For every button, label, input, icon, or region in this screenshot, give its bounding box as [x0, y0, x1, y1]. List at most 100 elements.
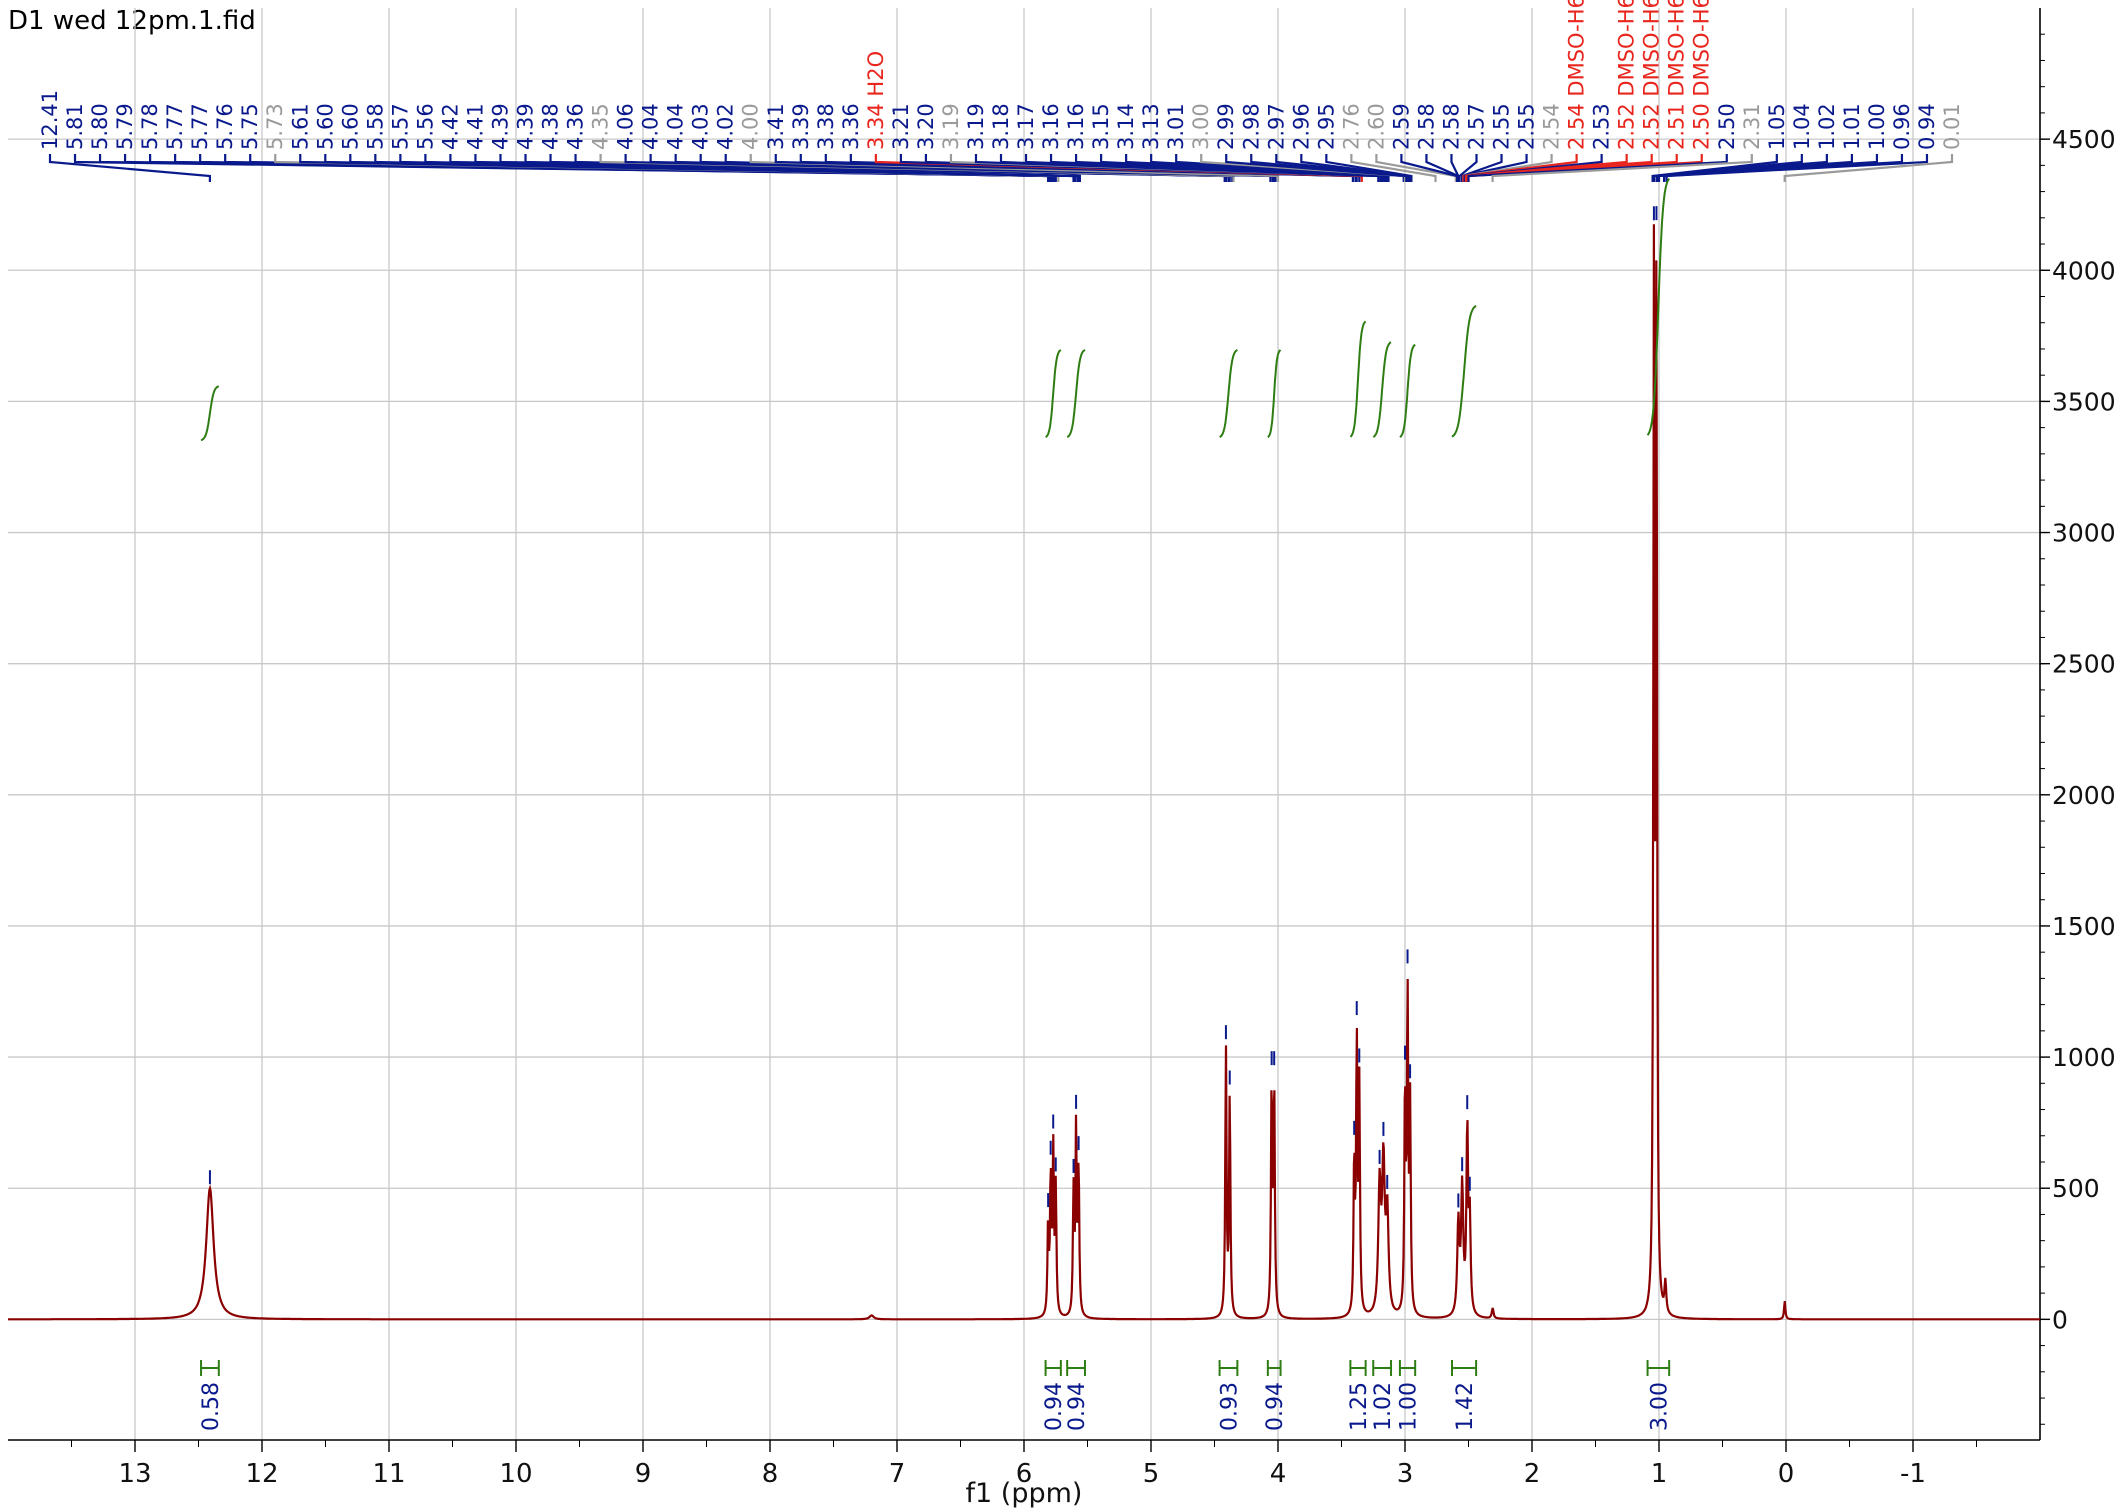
- integral-curve: [1646, 178, 1670, 436]
- peak-label: 2.31: [1740, 103, 1764, 150]
- integral-curve: [1219, 349, 1238, 438]
- peak-label: 5.78: [138, 103, 162, 150]
- peak-label: 4.36: [564, 103, 588, 150]
- peak-connector: [1491, 154, 1753, 182]
- peak-label: 2.53: [1590, 103, 1614, 150]
- peak-label: 2.50: [1715, 103, 1739, 150]
- integral-value: 1.02: [1371, 1382, 1396, 1431]
- x-tick-label: -1: [1900, 1459, 1926, 1489]
- peak-label: 1.02: [1815, 103, 1839, 150]
- y-tick-label: 4500: [2052, 125, 2116, 154]
- peak-connector: [1462, 154, 1578, 182]
- peak-label: 2.52 DMSO-H6: [1640, 0, 1664, 150]
- peak-label: 3.38: [814, 103, 838, 150]
- peak-label: 3.14: [1114, 103, 1138, 150]
- peak-label: 2.55: [1490, 103, 1514, 150]
- peak-label: 3.01: [1164, 103, 1188, 150]
- peak-label: 4.03: [689, 103, 713, 150]
- peak-label: 3.34 H2O: [864, 51, 888, 150]
- peak-label: 3.15: [1089, 103, 1113, 150]
- peak-label: 4.39: [514, 103, 538, 150]
- peak-label: 3.36: [839, 103, 863, 150]
- peak-label: 4.02: [714, 103, 738, 150]
- peak-label: 2.58: [1439, 103, 1463, 150]
- peak-connector: [1375, 154, 1457, 182]
- y-tick-label: 4000: [2052, 256, 2116, 285]
- peak-label: 4.04: [664, 103, 688, 150]
- peak-label: 12.41: [38, 90, 62, 150]
- integral-value: 1.00: [1397, 1382, 1422, 1431]
- x-axis-title: f1 (ppm): [966, 1478, 1083, 1509]
- peak-label: 5.80: [88, 103, 112, 150]
- peak-connector: [1652, 154, 1803, 182]
- peak-label: 3.21: [889, 103, 913, 150]
- integral-value: 3.00: [1647, 1382, 1672, 1431]
- integral-value: 0.94: [1263, 1382, 1288, 1431]
- integral-curve: [1267, 349, 1282, 438]
- peak-label: 5.60: [313, 103, 337, 150]
- peak-connector: [1275, 154, 1410, 182]
- peak-label: 5.58: [363, 103, 387, 150]
- x-tick-label: 9: [635, 1459, 652, 1489]
- peak-label: 2.58: [1414, 103, 1438, 150]
- peak-label: 3.20: [914, 103, 938, 150]
- peak-connector: [1150, 154, 1390, 182]
- peak-label: 2.54 DMSO-H6: [1565, 0, 1589, 150]
- y-tick-label: 1000: [2052, 1043, 2116, 1072]
- peak-label: 2.52 DMSO-H6: [1615, 0, 1639, 150]
- peak-label: 1.05: [1765, 103, 1789, 150]
- integral-curve: [1045, 349, 1062, 438]
- peak-label: 4.00: [739, 103, 763, 150]
- y-tick-label: 1500: [2052, 912, 2116, 941]
- peak-label: 3.39: [789, 103, 813, 150]
- peak-label: 2.54: [1540, 103, 1564, 150]
- peak-label: 1.00: [1865, 103, 1889, 150]
- peak-label: 1.04: [1790, 103, 1814, 150]
- peak-label: 5.77: [188, 103, 212, 150]
- peak-connector: [1461, 154, 1528, 182]
- peak-connector: [1400, 154, 1459, 182]
- x-tick-label: 12: [245, 1459, 278, 1489]
- peak-label: 2.60: [1364, 103, 1388, 150]
- peak-connector: [1300, 154, 1412, 182]
- x-tick-label: 2: [1524, 1459, 1541, 1489]
- peak-connector: [1450, 154, 1460, 182]
- peak-label: 3.19: [964, 103, 988, 150]
- peak-label: 4.39: [488, 103, 512, 150]
- peak-label: 3.16: [1039, 103, 1063, 150]
- peak-connector: [48, 154, 211, 182]
- peak-label: 3.17: [1014, 103, 1038, 150]
- spectrum-trace: [8, 224, 2040, 1321]
- peak-label: 2.95: [1314, 103, 1338, 150]
- peak-connector: [1458, 154, 1478, 182]
- peak-label: 3.13: [1139, 103, 1163, 150]
- peak-connector: [1663, 154, 1904, 182]
- integral-curve: [1372, 341, 1392, 438]
- peak-label: 1.01: [1840, 103, 1864, 150]
- x-tick-label: 8: [762, 1459, 779, 1489]
- x-tick-label: 5: [1143, 1459, 1160, 1489]
- peak-label: 3.18: [989, 103, 1013, 150]
- peak-connector: [1350, 154, 1437, 182]
- peak-connector: [1325, 154, 1413, 182]
- x-tick-label: 13: [118, 1459, 151, 1489]
- integral-curve: [1066, 349, 1086, 438]
- peak-label: 4.06: [614, 103, 638, 150]
- peak-label: 3.00: [1189, 103, 1213, 150]
- x-tick-label: 6: [1016, 1459, 1033, 1489]
- peak-label: 5.57: [388, 103, 412, 150]
- integral-value: 0.58: [199, 1382, 224, 1431]
- x-tick-label: 7: [889, 1459, 906, 1489]
- peak-label: 0.94: [1915, 103, 1939, 150]
- peak-label: 2.57: [1465, 103, 1489, 150]
- peak-label: 2.98: [1239, 103, 1263, 150]
- y-tick-label: 2000: [2052, 781, 2116, 810]
- peak-connector: [1467, 154, 1728, 182]
- peak-connector: [1657, 154, 1879, 182]
- peak-label: 2.55: [1515, 103, 1539, 150]
- peak-label: 5.75: [238, 103, 262, 150]
- peak-connector: [1463, 154, 1603, 182]
- x-tick-label: 4: [1270, 1459, 1287, 1489]
